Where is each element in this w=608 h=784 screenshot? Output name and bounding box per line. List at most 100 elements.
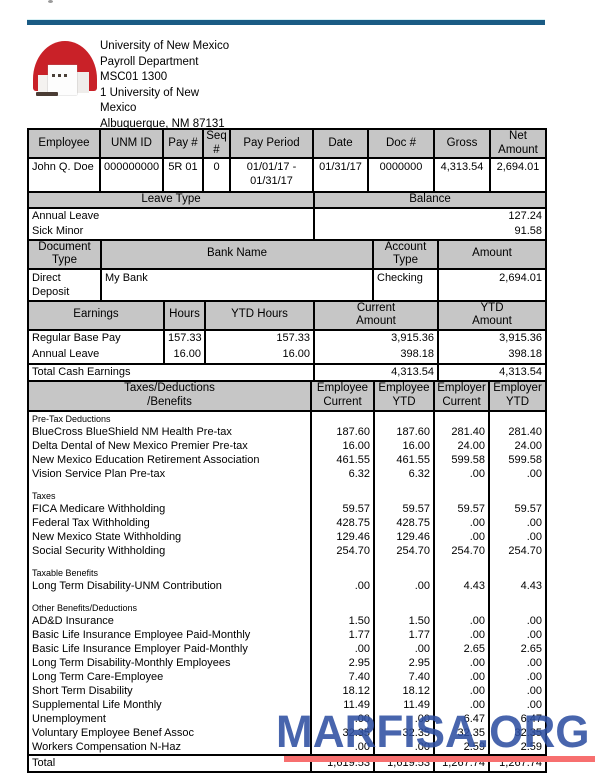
- deductions-header-row: Taxes/Deductions /Benefits Employee Curr…: [27, 379, 547, 412]
- deduction-employee-current: [310, 480, 375, 502]
- deduction-employer-ytd: .00: [488, 529, 547, 544]
- scan-artifact: [48, 0, 53, 3]
- deduction-employee-ytd: 7.40: [373, 669, 435, 684]
- deduction-employee-ytd: 129.46: [373, 529, 435, 544]
- deduction-label: Short Term Disability: [27, 683, 312, 698]
- hours-header: Hours: [163, 299, 206, 331]
- deduction-employee-ytd: 16.00: [373, 438, 435, 453]
- seq-number: 0: [202, 158, 231, 192]
- deduction-employee-ytd: [373, 410, 435, 425]
- pay-period: 01/01/17 - 01/31/17: [229, 158, 314, 192]
- doc-number-header: Doc #: [367, 128, 435, 159]
- deduction-row: Long Term Care-Employee 7.40 7.40 .00 .0…: [27, 669, 547, 684]
- deduction-employer-current: 59.57: [433, 501, 490, 516]
- deduction-row: Federal Tax Withholding 428.75 428.75 .0…: [27, 515, 547, 530]
- deduction-row: New Mexico Education Retirement Associat…: [27, 452, 547, 467]
- deduction-employer-ytd: 59.57: [488, 501, 547, 516]
- deduction-employer-current: .00: [433, 697, 490, 712]
- deduction-row: Workers Compensation N-Haz .00 .00 2.59 …: [27, 739, 547, 755]
- employee-summary-header-row: Employee UNM ID Pay # Seq # Pay Period D…: [27, 128, 547, 159]
- deduction-employer-current: .00: [433, 655, 490, 670]
- deduction-employer-current: 281.40: [433, 424, 490, 439]
- deduction-label: Workers Compensation N-Haz: [27, 739, 312, 755]
- ytd-amount-header: YTD Amount: [437, 299, 547, 331]
- deduction-employee-ytd: 428.75: [373, 515, 435, 530]
- deduction-employer-current: 4.43: [433, 578, 490, 593]
- deduction-employer-current: [433, 410, 490, 425]
- deduction-label: Federal Tax Withholding: [27, 515, 312, 530]
- deduction-label: Taxable Benefits: [27, 557, 312, 579]
- deduction-employee-current: 16.00: [310, 438, 375, 453]
- earning-row: Regular Base Pay 157.33 157.33 3,915.36 …: [27, 329, 547, 347]
- deduction-label: Long Term Care-Employee: [27, 669, 312, 684]
- payment-row: Direct Deposit My Bank Checking 2,694.01: [27, 268, 547, 301]
- deduction-employee-ytd: .00: [373, 739, 435, 755]
- leave-balance-value: 127.24: [313, 207, 547, 224]
- bank-name-header: Bank Name: [100, 238, 374, 270]
- deduction-employee-current: 1.50: [310, 613, 375, 628]
- amount-header: Amount: [437, 238, 547, 270]
- deduction-employer-current: [433, 557, 490, 579]
- deduction-employer-ytd: .00: [488, 515, 547, 530]
- deduction-label: Taxes: [27, 480, 312, 502]
- org-name: University of New Mexico: [100, 40, 230, 52]
- net-amount-header: Net Amount: [489, 128, 547, 159]
- deduction-employer-ytd: [488, 557, 547, 579]
- deduction-employer-current: [433, 480, 490, 502]
- deduction-employee-current: 129.46: [310, 529, 375, 544]
- deduction-label: Social Security Withholding: [27, 543, 312, 558]
- earning-hours: 157.33: [163, 329, 206, 347]
- deduction-employee-ytd: 254.70: [373, 543, 435, 558]
- payroll-address-block: University of New Mexico Payroll Departm…: [100, 39, 300, 132]
- deduction-employee-ytd: 187.60: [373, 424, 435, 439]
- deduction-employee-ytd: [373, 592, 435, 614]
- employer-current-header: Employer Current: [433, 379, 490, 412]
- employee-summary-value-row: John Q. Doe 000000000 5R 01 0 01/01/17 -…: [27, 158, 547, 192]
- deduction-employee-current: .00: [310, 739, 375, 755]
- deduction-employee-ytd: .00: [373, 711, 435, 726]
- deduction-row: Taxes: [27, 480, 547, 502]
- gross-header: Gross: [433, 128, 491, 159]
- deduction-employer-current: .00: [433, 669, 490, 684]
- deduction-label: Total: [27, 753, 312, 772]
- deduction-label: Pre-Tax Deductions: [27, 410, 312, 425]
- deduction-employee-current: 59.57: [310, 501, 375, 516]
- watermark-underline: [284, 756, 595, 762]
- deduction-label: Vision Service Plan Pre-tax: [27, 466, 312, 481]
- earning-hours: 16.00: [163, 346, 206, 364]
- deduction-employee-current: 32.35: [310, 725, 375, 740]
- balance-header: Balance: [313, 191, 547, 209]
- deduction-employee-ytd: 6.32: [373, 466, 435, 481]
- earning-label: Annual Leave: [27, 346, 165, 364]
- deduction-employer-current: .00: [433, 683, 490, 698]
- deduction-employee-current: 1.77: [310, 627, 375, 642]
- deduction-row: AD&D Insurance 1.50 1.50 .00 .00: [27, 613, 547, 628]
- deduction-employer-current: 2.59: [433, 739, 490, 755]
- date-header: Date: [312, 128, 369, 159]
- deduction-employer-ytd: 24.00: [488, 438, 547, 453]
- deduction-employer-current: 24.00: [433, 438, 490, 453]
- deduction-label: Other Benefits/Deductions: [27, 592, 312, 614]
- deduction-employer-ytd: .00: [488, 655, 547, 670]
- deduction-label: New Mexico Education Retirement Associat…: [27, 452, 312, 467]
- deduction-label: Basic Life Insurance Employer Paid-Month…: [27, 641, 312, 656]
- deduction-employee-ytd: 2.95: [373, 655, 435, 670]
- deduction-employee-current: 428.75: [310, 515, 375, 530]
- top-divider-bar: [27, 19, 545, 25]
- pay-date: 01/31/17: [312, 158, 369, 192]
- employer-ytd-header: Employer YTD: [488, 379, 547, 412]
- leave-type-label: Sick Minor: [27, 223, 315, 240]
- net-amount: 2,694.01: [489, 158, 547, 192]
- deduction-row: Basic Life Insurance Employer Paid-Month…: [27, 641, 547, 656]
- deduction-employer-ytd: [488, 592, 547, 614]
- deduction-employer-current: 6.47: [433, 711, 490, 726]
- pay-stub-tables: Employee UNM ID Pay # Seq # Pay Period D…: [27, 128, 547, 773]
- gross-amount: 4,313.54: [433, 158, 491, 192]
- deduction-row: Delta Dental of New Mexico Premier Pre-t…: [27, 438, 547, 453]
- total-cash-earnings-label: Total Cash Earnings: [27, 362, 315, 381]
- leave-header-row: Leave Type Balance: [27, 191, 547, 209]
- unm-id-header: UNM ID: [99, 128, 164, 159]
- deduction-label: Long Term Disability-Monthly Employees: [27, 655, 312, 670]
- deduction-employee-current: 187.60: [310, 424, 375, 439]
